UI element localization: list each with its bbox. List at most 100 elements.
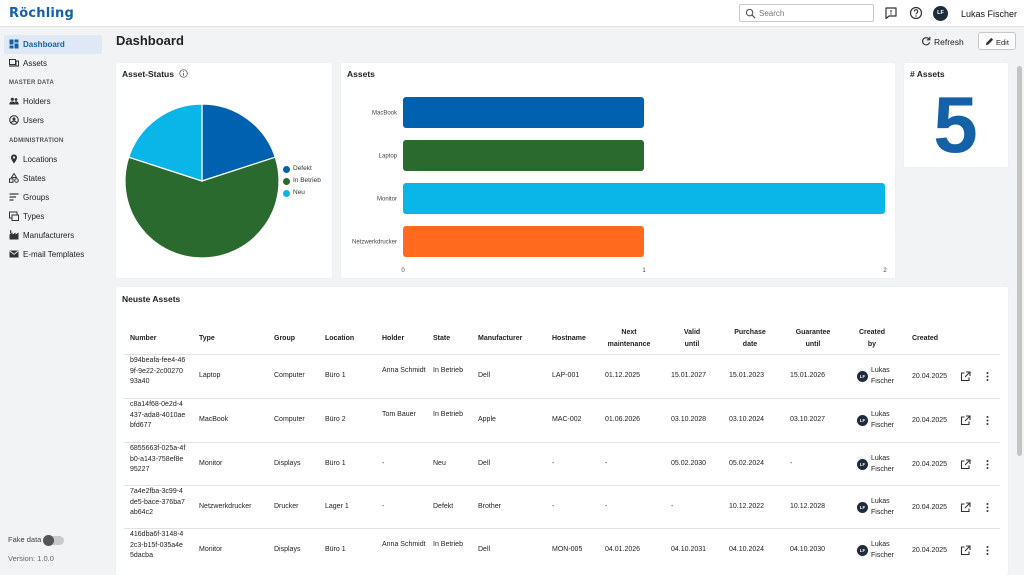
version-label: Version: 1.0.0 [8, 554, 54, 563]
cell-number: c8a14f68-0e2d-4437-ada8-4010aebfd677 [130, 401, 186, 429]
column-header[interactable]: Created [912, 335, 939, 342]
feedback-icon[interactable] [884, 6, 898, 20]
cell-created-by: Lukas Fischer [871, 498, 894, 516]
search-icon [745, 8, 756, 19]
column-header[interactable]: Holder [382, 335, 405, 342]
sidebar-item-users[interactable]: Users [4, 111, 102, 130]
cell-manufacturer: Brother [478, 503, 501, 510]
more-vertical-icon[interactable] [982, 502, 993, 513]
edit-button[interactable]: Edit [978, 32, 1016, 50]
cell-created: 20.04.2025 [912, 417, 948, 424]
cell-group: Drucker [274, 503, 299, 510]
refresh-label: Refresh [934, 37, 964, 47]
open-external-icon[interactable] [960, 502, 971, 513]
more-vertical-icon[interactable] [982, 371, 993, 382]
bar-laptop[interactable] [403, 140, 644, 171]
cell-type: Monitor [199, 460, 223, 467]
sidebar-item-manufacturers[interactable]: Manufacturers [4, 226, 102, 245]
sidebar-item-label: Dashboard [23, 40, 65, 49]
column-header[interactable]: Type [199, 335, 215, 342]
sidebar-item-assets[interactable]: Assets [4, 54, 102, 73]
more-vertical-icon[interactable] [982, 415, 993, 426]
sidebar-item-label: Locations [23, 155, 58, 164]
cell-guarantee-until: 15.01.2026 [790, 372, 826, 379]
column-header[interactable]: Valid until [683, 329, 701, 348]
cell-holder: Tom Bauer [382, 411, 416, 418]
open-external-icon[interactable] [960, 545, 971, 556]
row-divider [124, 528, 1000, 529]
cell-number: 6855663f-025a-4fb0-a143-758ef8e95227 [130, 445, 186, 473]
shapes-icon [9, 173, 19, 183]
edit-label: Edit [996, 38, 1009, 47]
legend-label: Defekt [293, 165, 312, 172]
cell-holder: - [382, 503, 385, 510]
sidebar-item-holders[interactable]: Holders [4, 92, 102, 111]
more-vertical-icon[interactable] [982, 545, 993, 556]
sidebar-item-types[interactable]: Types [4, 207, 102, 226]
column-header[interactable]: State [433, 335, 451, 342]
assets-chart-title: Assets [347, 69, 375, 79]
bar-netzwerkdrucker[interactable] [403, 226, 644, 257]
column-header[interactable]: Group [274, 335, 295, 342]
cell-group: Displays [274, 546, 301, 553]
sidebar-item-label: Manufacturers [23, 231, 75, 240]
pie-slice-defekt[interactable] [201, 103, 276, 182]
cell-manufacturer: Apple [478, 416, 496, 423]
column-header[interactable]: Hostname [552, 335, 586, 342]
more-vertical-icon[interactable] [982, 459, 993, 470]
sidebar-item-groups[interactable]: Groups [4, 188, 102, 207]
creator-avatar: LF [857, 415, 868, 426]
fake-data-label: Fake data [8, 535, 42, 544]
refresh-button[interactable]: Refresh [918, 33, 969, 49]
user-name[interactable]: Lukas Fischer [961, 9, 1018, 19]
x-tick-label: 2 [883, 268, 887, 274]
bar-monitor[interactable] [403, 183, 885, 214]
column-header[interactable]: Number [130, 335, 157, 342]
asset-count-card: # Assets 5 [904, 63, 1008, 167]
sidebar-item-email-templates[interactable]: E-mail Templates [4, 245, 102, 264]
cell-guarantee-until: 10.12.2028 [790, 503, 826, 510]
cell-type: Monitor [199, 546, 223, 553]
refresh-icon [922, 36, 931, 46]
devices-icon [9, 59, 19, 67]
cell-state: Defekt [433, 503, 454, 510]
column-header[interactable]: Location [325, 335, 355, 342]
search-input[interactable]: Search [739, 4, 874, 22]
open-external-icon[interactable] [960, 415, 971, 426]
cell-purchase-date: 04.10.2024 [729, 546, 765, 553]
cell-holder: Anna Schmidt [382, 367, 426, 374]
open-external-icon[interactable] [960, 371, 971, 382]
bar-category-label: Monitor [377, 197, 397, 203]
column-header[interactable]: Manufacturer [478, 335, 523, 342]
cell-valid-until: 03.10.2028 [671, 416, 707, 423]
sidebar-item-locations[interactable]: Locations [4, 150, 102, 169]
column-header[interactable]: Guarantee until [795, 329, 831, 348]
pie-slice-in-betrieb[interactable] [124, 156, 280, 259]
help-icon[interactable] [909, 6, 923, 20]
sidebar-item-states[interactable]: States [4, 169, 102, 188]
pie-slice-neu[interactable] [128, 103, 203, 182]
column-header[interactable]: Purchase date [734, 329, 766, 348]
sidebar-item-dashboard[interactable]: Dashboard [4, 35, 102, 54]
fake-data-toggle[interactable] [43, 535, 64, 546]
x-tick-label: 0 [401, 268, 405, 274]
cell-manufacturer: Dell [478, 372, 491, 379]
open-external-icon[interactable] [960, 459, 971, 470]
cell-holder: Anna Schmidt [382, 541, 426, 548]
bar-macbook[interactable] [403, 97, 644, 128]
cell-created: 20.04.2025 [912, 373, 948, 380]
asset-status-title: Asset-Status [122, 69, 174, 79]
dashboard-icon [9, 39, 19, 49]
cell-purchase-date: 03.10.2024 [729, 416, 765, 423]
cell-state: In Betrieb [433, 411, 463, 418]
sidebar-item-label: Holders [23, 97, 51, 106]
cell-hostname: MAC-002 [552, 416, 582, 423]
column-header[interactable]: Next maintenance [607, 329, 651, 348]
cell-next-maintenance: 04.01.2026 [605, 546, 641, 553]
scrollbar-thumb[interactable] [1017, 66, 1022, 456]
user-avatar[interactable]: LF [933, 6, 948, 21]
column-header[interactable]: Created by [858, 329, 886, 348]
logo[interactable]: Röchling [9, 6, 74, 21]
info-icon[interactable] [179, 69, 188, 78]
cell-number: 416dba6f-3148-42c3-b15f-035a4e5dacba [130, 531, 184, 559]
